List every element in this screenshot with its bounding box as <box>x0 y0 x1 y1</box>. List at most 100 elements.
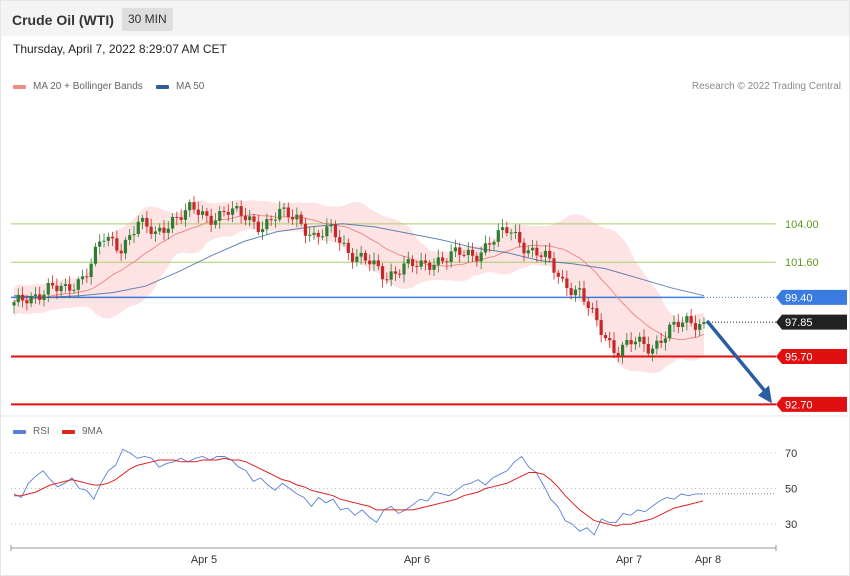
candle-body <box>196 209 200 215</box>
candle-body <box>449 251 453 262</box>
candle-body <box>385 279 389 281</box>
candle <box>218 206 222 229</box>
candle <box>389 263 393 287</box>
candle <box>260 221 265 240</box>
candle-body <box>286 207 290 218</box>
candle <box>672 315 676 333</box>
candle-body <box>522 242 526 254</box>
candle <box>668 321 672 342</box>
candle <box>140 214 145 230</box>
candle-body <box>260 229 265 233</box>
legend-ma20: MA 20 + Bollinger Bands <box>13 81 143 92</box>
candle-body <box>136 221 140 235</box>
candle-body <box>68 284 72 291</box>
candle-body <box>192 202 196 210</box>
candle <box>325 218 329 244</box>
candle <box>290 209 295 225</box>
candle-body <box>543 250 548 257</box>
candle-body <box>406 259 410 264</box>
candle-body <box>548 250 552 259</box>
candle-body <box>595 308 599 321</box>
candle <box>548 242 552 263</box>
candle-body <box>380 266 385 280</box>
candle <box>355 248 359 267</box>
candle-body <box>663 338 668 343</box>
candle-body <box>359 252 363 257</box>
legend-ma20-label: MA 20 + Bollinger Bands <box>33 81 143 92</box>
candle-body <box>256 221 260 233</box>
candle-body <box>252 216 256 222</box>
candle-body <box>149 226 153 234</box>
candle-body <box>16 294 20 303</box>
candle <box>230 201 235 223</box>
candle <box>535 240 539 263</box>
legend-9ma: 9MA <box>62 426 103 437</box>
candle <box>213 212 218 229</box>
candle-body <box>402 263 406 275</box>
candle <box>402 255 406 283</box>
candle <box>226 204 230 222</box>
candle <box>29 292 33 308</box>
candle <box>128 229 132 246</box>
candle <box>46 278 50 302</box>
candle-body <box>239 206 243 216</box>
candle <box>543 244 548 265</box>
candle-body <box>698 324 702 330</box>
candle <box>620 341 625 364</box>
candle <box>453 239 458 258</box>
candle-body <box>162 227 166 233</box>
candle-body <box>42 294 46 300</box>
candle-body <box>509 232 513 234</box>
candle-body <box>170 216 175 229</box>
candle-body <box>123 239 128 254</box>
legend-9ma-swatch <box>62 429 75 434</box>
candle-body <box>312 232 316 235</box>
candle-body <box>608 338 612 341</box>
candle <box>222 206 226 217</box>
candle <box>175 211 179 226</box>
candle <box>243 207 248 226</box>
candle-body <box>693 323 698 330</box>
candle-body <box>659 340 663 343</box>
candle-body <box>552 258 556 273</box>
candle <box>166 221 170 240</box>
legend-ma50-label: MA 50 <box>176 81 205 92</box>
candle <box>470 242 475 262</box>
candle-body <box>93 246 98 264</box>
candle <box>398 269 402 279</box>
legend-ma20-swatch <box>13 84 26 89</box>
candle-body <box>612 340 616 353</box>
candle-body <box>428 262 432 270</box>
candle-body <box>140 217 145 222</box>
candle-body <box>80 276 85 280</box>
candle <box>110 231 115 247</box>
candle <box>633 336 638 350</box>
candle <box>372 252 376 272</box>
candle <box>458 242 462 263</box>
candle <box>500 219 505 239</box>
candle <box>59 282 63 297</box>
candle <box>76 276 80 298</box>
candle <box>552 251 556 280</box>
candle-body <box>295 214 299 220</box>
candle <box>509 228 513 241</box>
rsi-panel: 70 50 30 <box>1 415 848 536</box>
candle <box>89 258 93 285</box>
candle <box>590 302 595 314</box>
candle <box>295 207 299 228</box>
rsi-9ma-line <box>14 457 704 527</box>
candle-body <box>603 335 608 339</box>
candle <box>599 313 603 343</box>
candle <box>235 202 239 212</box>
candle <box>80 269 85 285</box>
candle-body <box>218 211 222 221</box>
candle-body <box>488 243 492 245</box>
candle-body <box>518 231 522 243</box>
timeframe-badge[interactable]: 30 MIN <box>122 8 173 31</box>
candle <box>659 332 663 349</box>
candle-body <box>119 250 123 254</box>
candle <box>98 234 102 255</box>
level-tag <box>776 314 847 330</box>
candle-body <box>363 252 368 261</box>
candle-body <box>625 340 629 345</box>
